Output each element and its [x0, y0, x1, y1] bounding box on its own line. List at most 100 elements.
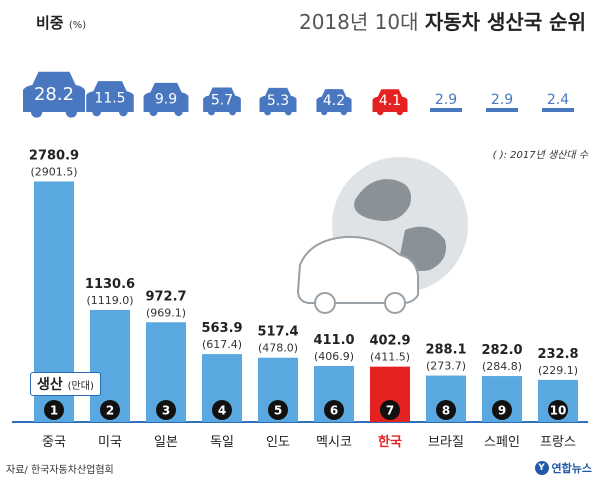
rank-circle [324, 400, 344, 420]
car-wheel [149, 107, 158, 117]
bar [258, 357, 298, 398]
rank-circle [44, 400, 64, 420]
share-label: 2.4 [547, 92, 569, 108]
publisher-logo: Y 연합뉴스 [534, 460, 592, 476]
rank-number: 2 [106, 404, 114, 418]
share-label-text: 비중 [36, 14, 64, 32]
share-car-icon [259, 87, 297, 116]
rank-badge: 9 [482, 398, 522, 422]
share-label: 5.7 [211, 93, 233, 109]
car-wheel [284, 108, 292, 116]
bar [426, 375, 466, 398]
rank-badge: 8 [426, 398, 466, 422]
share-label: 5.3 [267, 93, 289, 109]
car-underline [430, 108, 462, 112]
car-wheel [118, 107, 128, 117]
car-wheel [340, 108, 348, 116]
car-wheel [377, 108, 384, 116]
source-text: 자료/ 한국자동차산업협회 [6, 465, 114, 476]
share-label: 4.2 [323, 93, 345, 109]
rank-badge: 2 [90, 398, 130, 422]
rank-circle [380, 400, 400, 420]
share-label: 비중 (%) [36, 12, 86, 33]
share-car-icon [486, 108, 518, 112]
rank-number: 8 [442, 404, 450, 418]
share-car-icon [23, 71, 85, 118]
category-label: 인도 [266, 435, 290, 450]
car-underline [542, 108, 574, 112]
category-label: 중국 [42, 435, 66, 450]
share-label: 9.9 [155, 91, 177, 107]
car-underline [486, 108, 518, 112]
car-wheel [30, 106, 43, 118]
car-wheel [92, 107, 102, 117]
bar [538, 379, 578, 398]
category-label: 독일 [210, 435, 234, 450]
rank-circle [492, 400, 512, 420]
prev-year-label: (478.0) [258, 342, 298, 355]
share-car-icon [203, 87, 241, 116]
prev-year-label: (969.1) [146, 306, 186, 319]
value-label: 2780.9 [29, 148, 79, 163]
rank-number: 6 [330, 404, 338, 418]
category-label: 한국 [378, 434, 402, 450]
prev-year-label: (273.7) [426, 360, 466, 373]
year-note: ( ): 2017년 생산대 수 [492, 150, 588, 161]
rank-circle [548, 400, 568, 420]
rank-number: 5 [274, 404, 282, 418]
bar [34, 181, 74, 398]
car-body [316, 89, 352, 112]
rank-number: 10 [550, 404, 567, 418]
bar [482, 376, 522, 398]
car-body [372, 89, 408, 112]
car-body [23, 71, 85, 112]
prev-year-label: (406.9) [314, 350, 354, 363]
share-car-icon [430, 108, 462, 112]
chart-title: 2018년 10대 자동차 생산국 순위 [299, 6, 586, 35]
value-label: 1130.6 [85, 277, 135, 292]
value-label: 563.9 [201, 321, 242, 336]
share-label: 2.9 [491, 92, 513, 108]
car-wheel [396, 108, 403, 116]
share-label: 28.2 [34, 84, 74, 105]
logo-text: 연합뉴스 [551, 462, 592, 475]
bar [314, 366, 354, 398]
share-car-icon [143, 82, 189, 117]
car-body [203, 87, 241, 112]
bar [146, 322, 186, 398]
value-label: 411.0 [313, 333, 354, 348]
value-label: 288.1 [425, 343, 466, 358]
rank-circle [156, 400, 176, 420]
rank-badge: 7 [370, 398, 410, 422]
rank-number: 9 [498, 404, 506, 418]
bar [202, 354, 242, 398]
title-bold: 자동차 생산국 순위 [424, 10, 586, 34]
car-wheel [208, 108, 215, 116]
share-car-icon [86, 81, 134, 117]
car-wheel [174, 107, 183, 117]
rank-badge: 3 [146, 398, 186, 422]
car-wheel [264, 108, 272, 116]
prev-year-label: (2901.5) [30, 165, 77, 178]
share-unit: (%) [68, 20, 87, 31]
logo-icon: Y [534, 461, 549, 475]
value-label: 517.4 [257, 325, 298, 340]
car-wheel [229, 108, 236, 116]
category-label: 멕시코 [316, 435, 352, 450]
production-unit: (만대) [67, 381, 94, 392]
rank-circle [100, 400, 120, 420]
share-label: 4.1 [379, 93, 401, 109]
bar [370, 366, 410, 398]
prev-year-label: (1119.0) [86, 294, 133, 307]
category-label: 일본 [154, 435, 178, 450]
rank-badge: 4 [202, 398, 242, 422]
category-label: 프랑스 [540, 435, 576, 450]
production-label-text: 생산 [37, 377, 63, 393]
share-car-icon [316, 89, 352, 116]
rank-badge: 1 [34, 398, 74, 422]
rank-number: 1 [50, 404, 58, 418]
rank-circle [212, 400, 232, 420]
rank-number: 3 [162, 404, 170, 418]
